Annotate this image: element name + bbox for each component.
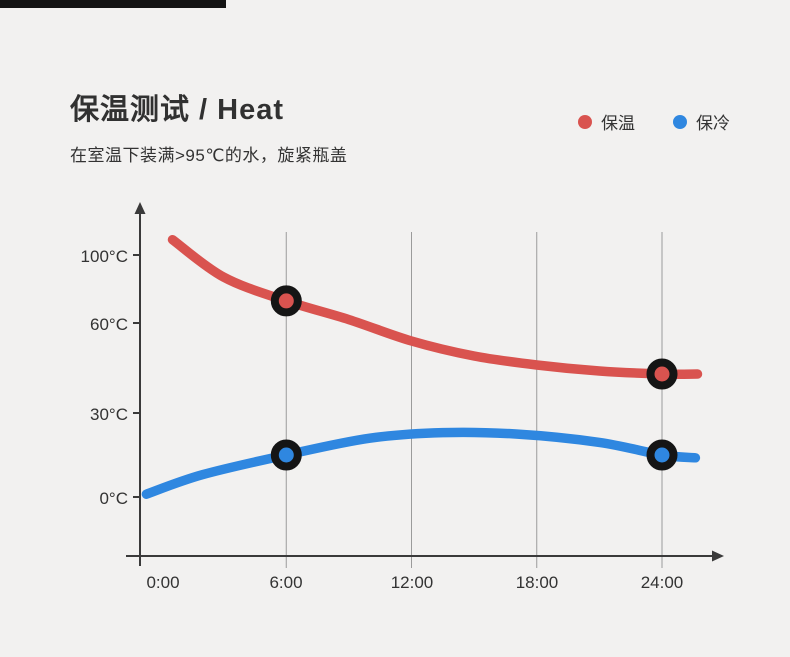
y-axis-labels: 100°C 60°C 30°C 0°C: [81, 247, 128, 508]
y-tick-label: 0°C: [99, 489, 128, 508]
legend-label-cold: 保冷: [696, 114, 730, 133]
series-lines: [141, 234, 703, 499]
legend-label-heat: 保温: [601, 114, 635, 133]
data-point-markers: [270, 285, 678, 471]
chart-header: 保温测试 / Heat 在室温下装满>95℃的水，旋紧瓶盖: [70, 86, 347, 166]
top-accent-bar: [0, 0, 226, 8]
y-tick-label: 30°C: [90, 405, 128, 424]
y-tick-label: 60°C: [90, 315, 128, 334]
series-line-heat: [167, 234, 703, 379]
chart-title: 保温测试 / Heat: [70, 94, 285, 126]
gridlines: [285, 232, 663, 568]
x-tick-label: 18:00: [516, 573, 559, 592]
cold-series-dot-icon: [673, 114, 687, 129]
data-point-marker: [270, 285, 302, 317]
y-tick-label: 100°C: [81, 247, 128, 266]
heat-series-dot-icon: [578, 114, 592, 129]
x-axis-arrow-icon: [712, 550, 724, 562]
data-point-marker: [270, 439, 302, 471]
series-line-cold: [141, 427, 701, 499]
x-tick-label: 6:00: [269, 573, 302, 592]
data-point-marker: [646, 358, 678, 390]
x-tick-label: 12:00: [391, 573, 434, 592]
x-tick-label: 0:00: [146, 573, 179, 592]
chart-subtitle: 在室温下装满>95℃的水，旋紧瓶盖: [70, 146, 348, 165]
axes: [126, 202, 724, 566]
x-axis-labels: 0:00 6:00 12:00 18:00 24:00: [146, 573, 683, 592]
data-point-marker: [646, 439, 678, 471]
y-axis-arrow-icon: [134, 202, 146, 214]
x-tick-label: 24:00: [641, 573, 684, 592]
chart-legend: 保温 保冷: [578, 109, 730, 134]
legend-item-cold: 保冷: [673, 109, 730, 134]
legend-item-heat: 保温: [578, 109, 635, 134]
